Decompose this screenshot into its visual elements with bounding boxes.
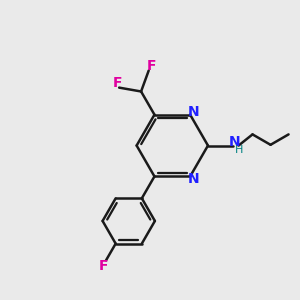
Text: N: N — [188, 105, 200, 119]
Text: N: N — [188, 172, 200, 186]
Text: F: F — [113, 76, 122, 90]
Text: F: F — [99, 259, 108, 273]
Text: H: H — [235, 145, 243, 155]
Text: N: N — [229, 135, 241, 149]
Text: F: F — [147, 59, 156, 73]
